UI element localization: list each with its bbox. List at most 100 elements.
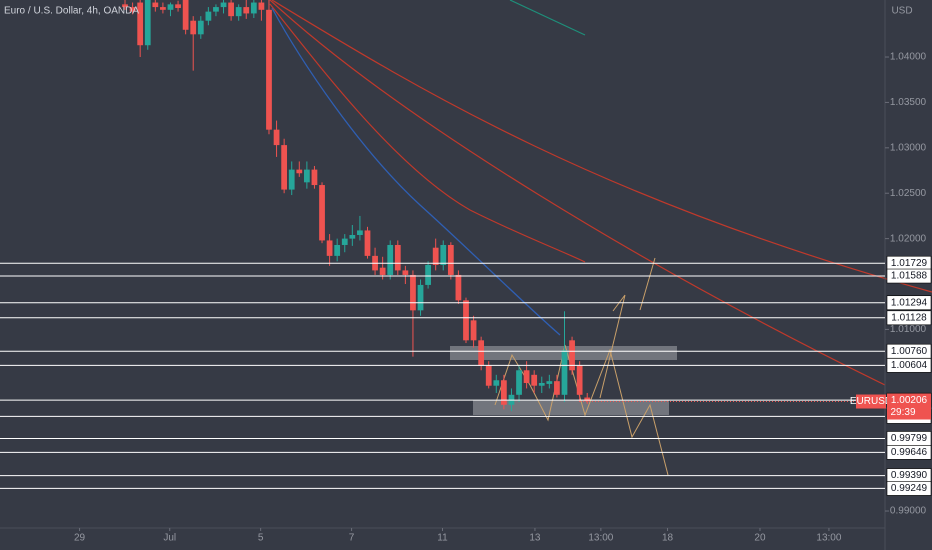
candle-body (379, 267, 386, 275)
x-tick-label: 20 (754, 533, 766, 544)
level-label: 1.01729 (891, 258, 928, 269)
level-label: 0.99249 (891, 483, 928, 494)
candle-body (516, 370, 522, 395)
x-tick-label: 5 (258, 533, 264, 544)
candle-body (273, 129, 280, 146)
candle-body (478, 340, 485, 366)
x-tick-label: 13:00 (816, 533, 841, 544)
candle-body (357, 230, 363, 235)
candle-body (326, 240, 333, 256)
level-label-box (886, 268, 932, 284)
candle-body (175, 4, 181, 8)
candle-body (463, 300, 469, 341)
candle-body (554, 381, 560, 395)
y-tick-label: 1.04000 (890, 52, 927, 63)
candle-body (258, 2, 265, 10)
zone-lower (473, 400, 669, 415)
x-tick-label: 29 (74, 533, 86, 544)
countdown: 29:39 (890, 407, 915, 418)
last-price-box (887, 393, 931, 420)
level-label: 1.01128 (891, 312, 927, 323)
candle-body (569, 340, 575, 371)
y-tick-label: 1.03500 (890, 97, 927, 108)
candle-body (220, 2, 227, 8)
candle-body (470, 320, 477, 341)
chart-title: Euro / U.S. Dollar, 4h, OANDA (4, 6, 139, 17)
x-tick-label: 18 (662, 533, 674, 544)
candle-body (228, 2, 234, 17)
candle-body (425, 264, 431, 285)
candle-body (122, 4, 128, 8)
trend-line (269, 0, 886, 386)
candle-body (160, 7, 166, 10)
projection-down (494, 344, 669, 476)
level-label-box (886, 310, 932, 326)
candle-body (250, 2, 257, 14)
candle-body (190, 20, 197, 35)
candle-body (205, 11, 212, 21)
candle-body (341, 238, 348, 245)
candle-body (243, 7, 250, 14)
candle-body (319, 185, 325, 241)
candle-body (576, 365, 583, 395)
level-label-box (886, 445, 932, 460)
candle-body (296, 169, 303, 174)
candle-body (523, 370, 530, 383)
candle-body (129, 7, 136, 12)
candle-body (281, 145, 288, 190)
ma-blue (271, 7, 561, 336)
candle-body (235, 7, 242, 17)
y-tick-label: 1.02500 (890, 188, 927, 199)
candle-body (303, 169, 310, 183)
candle-body (394, 244, 401, 271)
candle-body (311, 169, 318, 186)
candle-body (485, 365, 492, 386)
level-label: 1.01588 (891, 271, 928, 282)
ma-red-short (269, 3, 586, 263)
candle-body (144, 0, 151, 46)
x-tick-label: 11 (437, 533, 448, 544)
candle-body (197, 20, 204, 35)
candle-body (561, 350, 568, 395)
y-tick-label: 1.01000 (890, 324, 927, 335)
x-tick-label: Jul (163, 533, 176, 544)
candle-body (432, 247, 439, 265)
plot (122, 0, 591, 412)
level-label-box (886, 358, 932, 373)
ma-red-long (271, 0, 932, 293)
candle-body (440, 244, 447, 265)
candle-body (387, 244, 394, 275)
level-label: 1.01294 (891, 297, 928, 308)
y-tick-label: 1.02000 (890, 233, 927, 244)
candle-body (402, 270, 409, 275)
x-tick-label: 7 (349, 533, 355, 544)
candle-body (531, 374, 538, 386)
level-label: 0.99799 (891, 433, 928, 444)
last-price-label: 1.00206 (891, 395, 928, 406)
candle-body (349, 234, 356, 239)
candle-body (500, 380, 507, 405)
candle-body (266, 9, 272, 130)
x-tick-label: 13:00 (588, 533, 613, 544)
candle-body (364, 230, 371, 256)
level-label: 1.00604 (891, 360, 928, 371)
y-tick-label: 1.03000 (890, 142, 927, 153)
candle-body (447, 244, 454, 275)
candle-body (213, 7, 219, 12)
candle-body (334, 244, 341, 256)
symbol-label: EURUSD (850, 396, 892, 407)
currency: USD (891, 6, 912, 17)
candle-body (417, 284, 424, 311)
x-tick-label: 13 (529, 533, 541, 544)
candle-body (137, 2, 144, 46)
candle-body (167, 4, 174, 10)
candle-body (152, 2, 159, 8)
level-label-box (886, 481, 932, 496)
candle-body (455, 274, 462, 301)
level-label: 0.99646 (891, 447, 928, 458)
candle-body (493, 380, 500, 386)
candle-body (584, 397, 591, 402)
y-tick-label: 0.99000 (890, 506, 927, 517)
